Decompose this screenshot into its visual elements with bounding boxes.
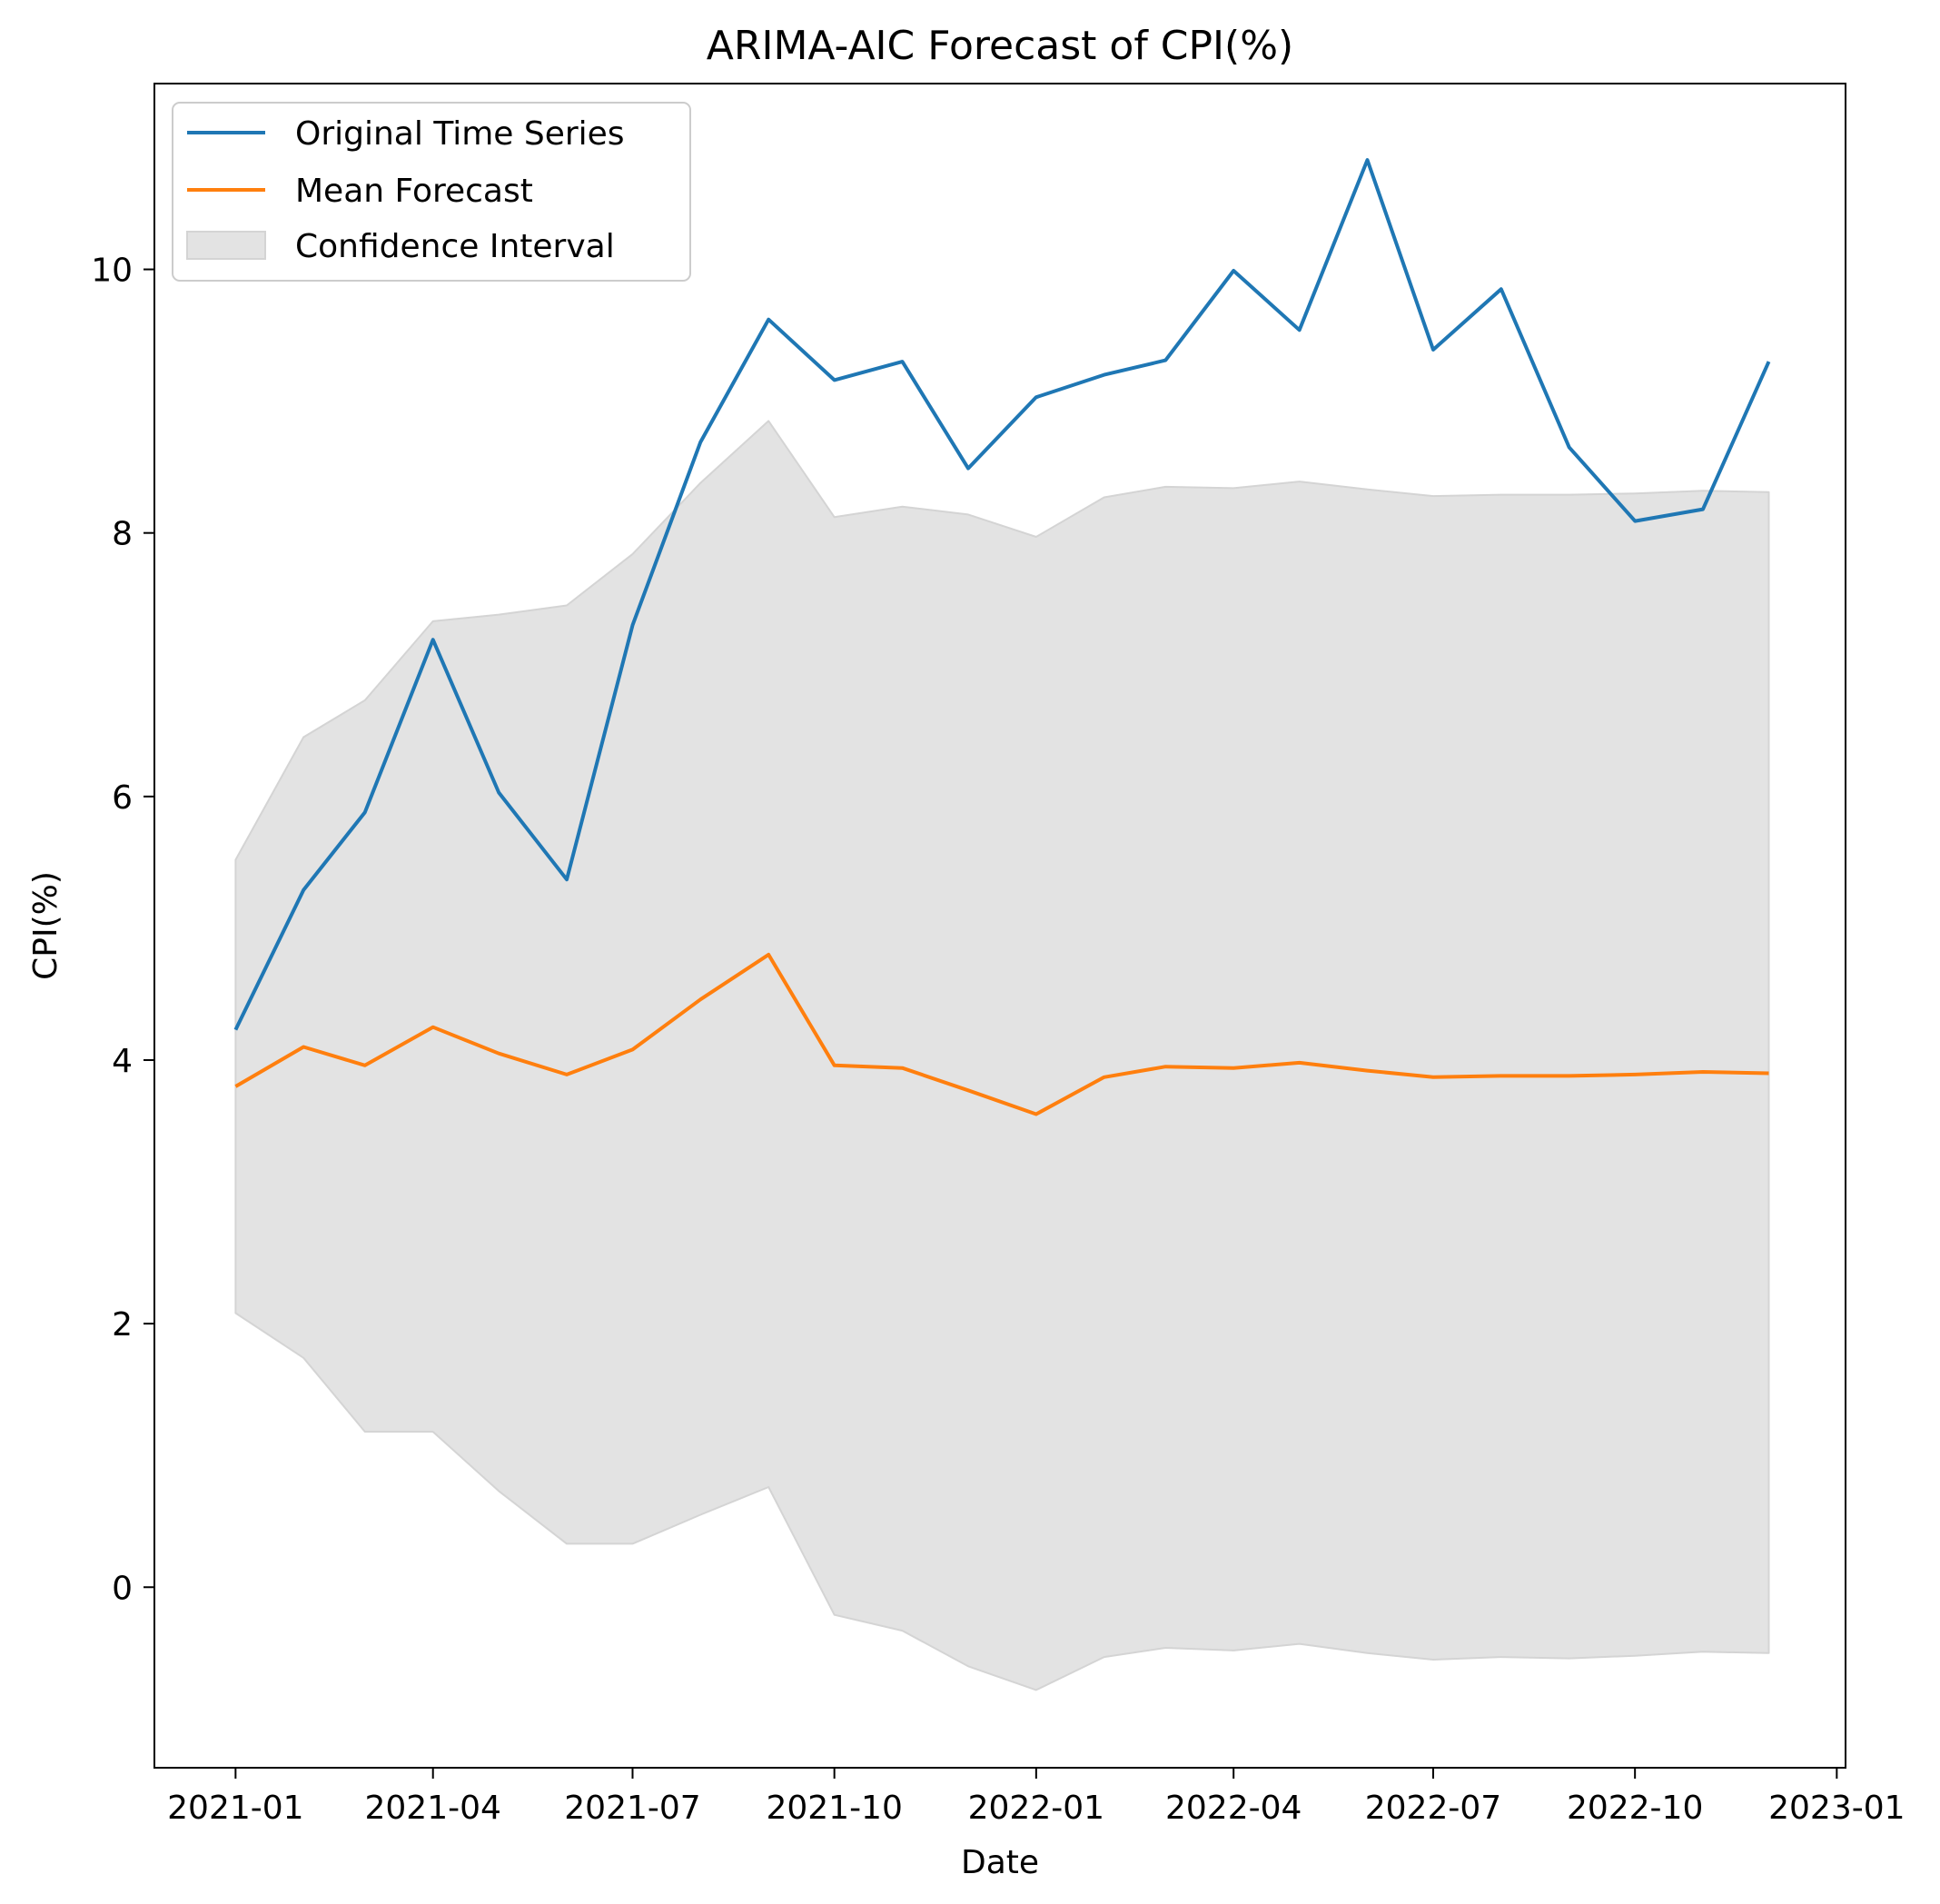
y-tick-label: 6 (112, 779, 133, 817)
legend-box (172, 102, 691, 282)
mean-forecast-line (234, 952, 1769, 1116)
y-tick-label: 10 (91, 253, 133, 290)
y-axis-ticks: 0 2 4 6 8 10 (91, 253, 154, 1607)
x-tick-label: 2022-07 (1365, 1790, 1501, 1827)
x-tick-label: 2022-01 (968, 1790, 1104, 1827)
chart-title: ARIMA-AIC Forecast of CPI(%) (707, 23, 1293, 69)
original-time-series-line (233, 158, 1771, 1031)
y-tick-label: 0 (112, 1570, 133, 1607)
confidence-interval-band (234, 420, 1770, 1691)
y-tick-label: 2 (112, 1306, 133, 1344)
x-tick-label: 2022-10 (1567, 1790, 1703, 1827)
x-tick-label: 2022-04 (1165, 1790, 1302, 1827)
y-axis-label: CPI(%) (27, 871, 64, 980)
y-tick-label: 4 (112, 1043, 133, 1080)
x-tick-label: 2023-01 (1768, 1790, 1905, 1827)
legend-label-confidence-interval: Confidence Interval (295, 228, 615, 265)
confidence-band-layer (234, 420, 1770, 1691)
x-tick-label: 2021-10 (766, 1790, 902, 1827)
x-tick-label: 2021-04 (364, 1790, 500, 1827)
x-tick-label: 2021-07 (564, 1790, 700, 1827)
legend-label-original: Original Time Series (295, 115, 625, 153)
legend-swatch-confidence-interval (186, 231, 266, 260)
legend-label-mean-forecast: Mean Forecast (295, 173, 533, 210)
x-axis-label: Date (961, 1844, 1039, 1881)
x-axis-ticks: 2021-01 2021-04 2021-07 2021-10 2022-01 2022-… (167, 1768, 1905, 1827)
y-tick-label: 8 (112, 516, 133, 553)
x-tick-label: 2021-01 (167, 1790, 303, 1827)
series-lines-layer (233, 158, 1771, 1116)
legend: Original Time Series Mean Forecast Confi… (172, 102, 691, 282)
plot-area-frame (153, 83, 1846, 1769)
